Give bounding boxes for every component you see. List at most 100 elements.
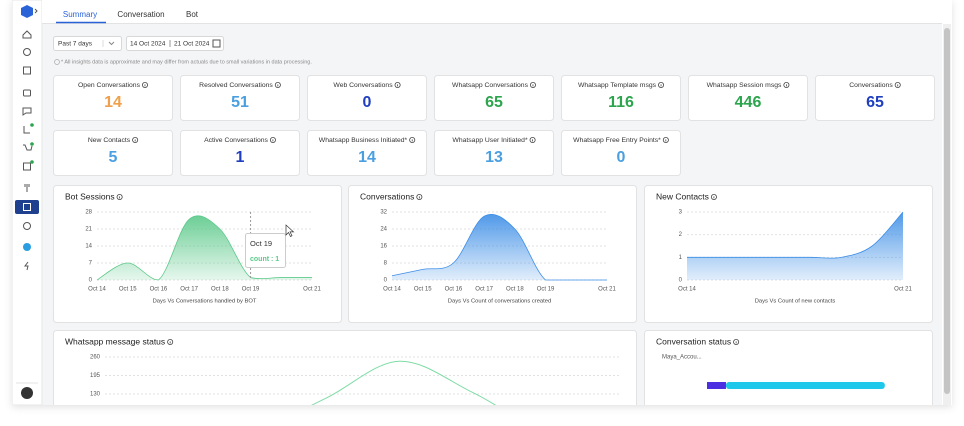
tooltip xyxy=(245,233,286,268)
x-tick-label: Oct 21 xyxy=(598,287,616,293)
metric-card xyxy=(815,75,935,121)
active-nav[interactable] xyxy=(15,200,39,214)
chart-title: Conversation status xyxy=(656,336,731,346)
y-tick-label: 2 xyxy=(679,232,683,238)
x-tick-label: Oct 15 xyxy=(119,287,137,293)
chart-title: New Contacts xyxy=(656,191,709,201)
chat-icon[interactable] xyxy=(23,48,31,56)
x-tick-label: Oct 17 xyxy=(475,287,493,293)
card-label: Whatsapp Template msgs xyxy=(578,82,657,89)
form-icon[interactable] xyxy=(23,162,31,171)
x-tick-label: Oct 18 xyxy=(211,287,229,293)
y-tick-label: 0 xyxy=(89,278,93,284)
tooltip-title: Oct 19 xyxy=(250,239,272,248)
avatar[interactable] xyxy=(21,387,33,399)
cart-icon[interactable] xyxy=(23,144,33,151)
card-label: Whatsapp Business Initiated* xyxy=(319,137,408,144)
plug-icon[interactable] xyxy=(24,184,30,192)
book-icon[interactable] xyxy=(23,66,31,75)
info-icon xyxy=(710,193,717,200)
expand-icon[interactable] xyxy=(34,8,38,14)
chart-panel xyxy=(644,185,933,323)
chart-title: Whatsapp message status xyxy=(65,336,165,346)
x-tick-label: Oct 14 xyxy=(88,287,106,293)
card-label: Resolved Conversations xyxy=(199,82,273,89)
y-tick-label: 130 xyxy=(90,392,101,398)
y-tick-label: 28 xyxy=(85,210,92,216)
tooltip-text: count : 1 xyxy=(250,256,279,263)
card-value: 1 xyxy=(236,149,245,166)
metric-card xyxy=(307,75,427,121)
card-label: Whatsapp Session msgs xyxy=(707,82,782,89)
info-icon xyxy=(269,136,276,143)
x-tick-label: Oct 14 xyxy=(678,287,696,293)
date-range[interactable] xyxy=(126,36,224,51)
area xyxy=(97,215,312,280)
info-icon xyxy=(116,193,123,200)
metric-card xyxy=(307,130,427,176)
line xyxy=(311,360,497,405)
info-icon xyxy=(662,136,669,143)
tab[interactable]: Bot xyxy=(186,10,199,19)
bar-segment xyxy=(725,382,885,389)
info-icon xyxy=(132,136,139,143)
x-tick-label: Oct 19 xyxy=(242,287,260,293)
card-value: 14 xyxy=(104,94,122,111)
flow-icon[interactable] xyxy=(23,126,30,134)
info-icon xyxy=(783,82,790,89)
info-icon xyxy=(529,82,536,89)
chart-title: Conversations xyxy=(360,191,414,201)
card-value: 5 xyxy=(109,149,118,166)
settings-icon[interactable] xyxy=(23,222,31,230)
y-tick-label: 1 xyxy=(679,255,683,261)
x-axis-label: Days Vs Count of new contacts xyxy=(755,299,836,305)
metric-card xyxy=(434,130,554,176)
y-tick-label: 195 xyxy=(90,373,101,379)
tab[interactable]: Summary xyxy=(63,10,97,19)
help-icon[interactable] xyxy=(23,243,31,251)
info-icon xyxy=(274,82,281,89)
logo[interactable] xyxy=(21,5,33,18)
bolt-icon[interactable] xyxy=(24,261,29,271)
y-tick-label: 8 xyxy=(384,261,388,267)
bar-segment xyxy=(707,382,726,389)
card-label: Whatsapp User Initiated* xyxy=(452,137,528,144)
x-tick-label: Oct 21 xyxy=(894,287,912,293)
y-tick-label: 0 xyxy=(679,278,683,284)
card-value: 116 xyxy=(608,94,634,111)
card-label: Web Conversations xyxy=(333,82,393,89)
metric-card xyxy=(561,130,681,176)
x-tick-label: Oct 16 xyxy=(150,287,168,293)
message-icon[interactable] xyxy=(22,107,32,116)
home-icon[interactable] xyxy=(22,30,32,39)
start-date: 14 Oct 2024 xyxy=(130,41,166,48)
chevron xyxy=(108,41,115,46)
area xyxy=(687,212,903,280)
calendar-icon[interactable] xyxy=(212,39,221,48)
y-tick-label: 0 xyxy=(384,278,388,284)
metric-card xyxy=(561,75,681,121)
line xyxy=(96,215,312,281)
x-axis-label: Days Vs Count of conversations created xyxy=(448,299,551,305)
card-value: 14 xyxy=(358,149,376,166)
status-dot xyxy=(30,160,34,164)
y-tick-label: 3 xyxy=(679,210,683,216)
line xyxy=(391,213,607,281)
y-tick-label: 260 xyxy=(90,355,101,361)
scroll-thumb[interactable] xyxy=(944,28,950,394)
status-dot xyxy=(30,123,34,127)
x-tick-label: Oct 19 xyxy=(537,287,555,293)
card-label: New Contacts xyxy=(88,137,131,144)
card-label: Active Conversations xyxy=(204,137,268,144)
x-tick-label: Oct 17 xyxy=(180,287,198,293)
x-tick-label: Oct 18 xyxy=(506,287,524,293)
info-icon xyxy=(658,82,665,89)
y-tick-label: Maya_Accou... xyxy=(662,355,702,361)
tab[interactable]: Conversation xyxy=(117,10,164,19)
bot-icon[interactable] xyxy=(23,89,31,97)
info-icon xyxy=(894,82,901,89)
line xyxy=(687,211,904,259)
range-select[interactable] xyxy=(53,36,122,51)
chart-panel xyxy=(53,330,637,405)
